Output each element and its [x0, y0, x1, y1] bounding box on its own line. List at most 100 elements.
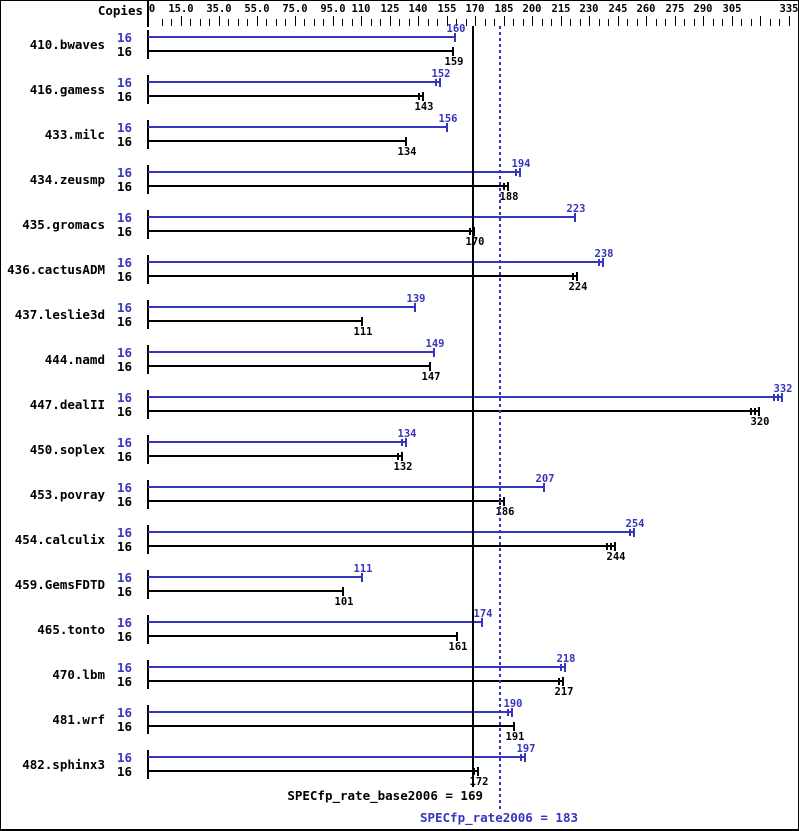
group-axis-spine — [147, 345, 149, 374]
base-copies-label: 16 — [116, 404, 132, 419]
benchmark-name: 470.lbm — [52, 667, 105, 682]
axis-minor-tick — [713, 19, 714, 26]
axis-major-tick — [703, 16, 704, 26]
axis-tick-label: 0 — [148, 3, 156, 15]
base-bar — [148, 590, 344, 592]
group-axis-spine — [147, 480, 149, 509]
axis-major-tick — [475, 16, 476, 26]
peak-copies-label: 16 — [116, 30, 132, 45]
peak-bar-end-cap — [405, 438, 407, 447]
axis-minor-tick — [285, 19, 286, 26]
axis-minor-tick — [466, 19, 467, 26]
peak-bar-run-mark — [401, 439, 403, 446]
group-axis-spine — [147, 525, 149, 554]
base-bar — [148, 185, 509, 187]
base-bar — [148, 455, 403, 457]
base-value-label: 132 — [393, 461, 413, 473]
base-copies-label: 16 — [116, 359, 132, 374]
axis-minor-tick — [656, 19, 657, 26]
base-bar — [148, 230, 475, 232]
axis-tick-label: 155 — [437, 3, 457, 15]
base-bar-run-mark — [610, 543, 612, 550]
peak-bar — [148, 261, 604, 263]
peak-copies-label: 16 — [116, 705, 132, 720]
base-bar-run-mark — [473, 768, 475, 775]
peak-copies-label: 16 — [116, 255, 132, 270]
axis-minor-tick — [770, 19, 771, 26]
peak-value-label: 197 — [516, 743, 536, 755]
peak-bar-run-mark — [507, 709, 509, 716]
peak-bar-run-mark — [515, 169, 517, 176]
group-axis-spine — [147, 705, 149, 734]
axis-tick-label: 275 — [665, 3, 685, 15]
benchmark-name: 433.milc — [44, 127, 105, 142]
peak-bar-end-cap — [602, 258, 604, 267]
axis-minor-tick — [399, 19, 400, 26]
axis-minor-tick — [722, 19, 723, 26]
peak-bar — [148, 666, 566, 668]
axis-minor-tick — [304, 19, 305, 26]
axis-minor-tick — [409, 19, 410, 26]
benchmark-name: 434.zeusmp — [29, 172, 105, 187]
benchmark-name: 436.cactusADM — [7, 262, 105, 277]
base-bar-run-mark — [503, 183, 505, 190]
axis-major-tick — [618, 16, 619, 26]
axis-minor-tick — [741, 19, 742, 26]
axis-tick-label: 15.0 — [168, 3, 194, 15]
copies-axis-title: Copies — [97, 3, 143, 18]
peak-value-label: 207 — [535, 473, 555, 485]
peak-result-text: SPECfp_rate2006 = 183 — [419, 810, 578, 825]
peak-bar — [148, 306, 416, 308]
axis-minor-tick — [228, 19, 229, 26]
axis-minor-tick — [266, 19, 267, 26]
peak-copies-label: 16 — [116, 615, 132, 630]
peak-value-label: 149 — [425, 338, 445, 350]
axis-minor-tick — [437, 19, 438, 26]
axis-minor-tick — [542, 19, 543, 26]
benchmark-name: 459.GemsFDTD — [14, 577, 105, 592]
axis-minor-tick — [190, 19, 191, 26]
base-bar-run-mark — [754, 408, 756, 415]
base-bar — [148, 410, 760, 412]
axis-minor-tick — [608, 19, 609, 26]
axis-major-tick — [257, 16, 258, 26]
benchmark-name: 450.soplex — [29, 442, 105, 457]
axis-minor-tick — [665, 19, 666, 26]
group-axis-spine — [147, 255, 149, 284]
peak-bar-end-cap — [446, 123, 448, 132]
group-axis-spine — [147, 165, 149, 194]
base-bar-run-mark — [572, 273, 574, 280]
base-bar — [148, 635, 458, 637]
base-copies-label: 16 — [116, 224, 132, 239]
base-bar-end-cap — [342, 587, 344, 596]
base-bar — [148, 95, 424, 97]
axis-tick-label: 75.0 — [282, 3, 308, 15]
base-bar-end-cap — [401, 452, 403, 461]
axis-tick-label: 230 — [579, 3, 599, 15]
axis-major-tick — [789, 16, 790, 26]
base-bar — [148, 50, 454, 52]
peak-bar-run-mark — [773, 394, 775, 401]
benchmark-name: 482.sphinx3 — [22, 757, 105, 772]
base-value-label: 159 — [444, 56, 464, 68]
benchmark-name: 444.namd — [44, 352, 105, 367]
axis-minor-tick — [551, 19, 552, 26]
benchmark-name: 454.calculix — [14, 532, 105, 547]
axis-minor-tick — [684, 19, 685, 26]
base-copies-label: 16 — [116, 584, 132, 599]
base-copies-label: 16 — [116, 539, 132, 554]
peak-value-label: 238 — [594, 248, 614, 260]
peak-value-label: 139 — [406, 293, 426, 305]
base-value-label: 111 — [353, 326, 373, 338]
base-value-label: 147 — [421, 371, 441, 383]
base-value-label: 161 — [448, 641, 468, 653]
axis-minor-tick — [485, 19, 486, 26]
axis-minor-tick — [171, 19, 172, 26]
base-value-label: 143 — [414, 101, 434, 113]
peak-mean-line — [499, 26, 501, 809]
base-value-label: 172 — [469, 776, 489, 788]
peak-bar — [148, 81, 441, 83]
peak-bar-run-mark — [520, 754, 522, 761]
base-value-label: 224 — [568, 281, 588, 293]
base-value-label: 170 — [465, 236, 485, 248]
